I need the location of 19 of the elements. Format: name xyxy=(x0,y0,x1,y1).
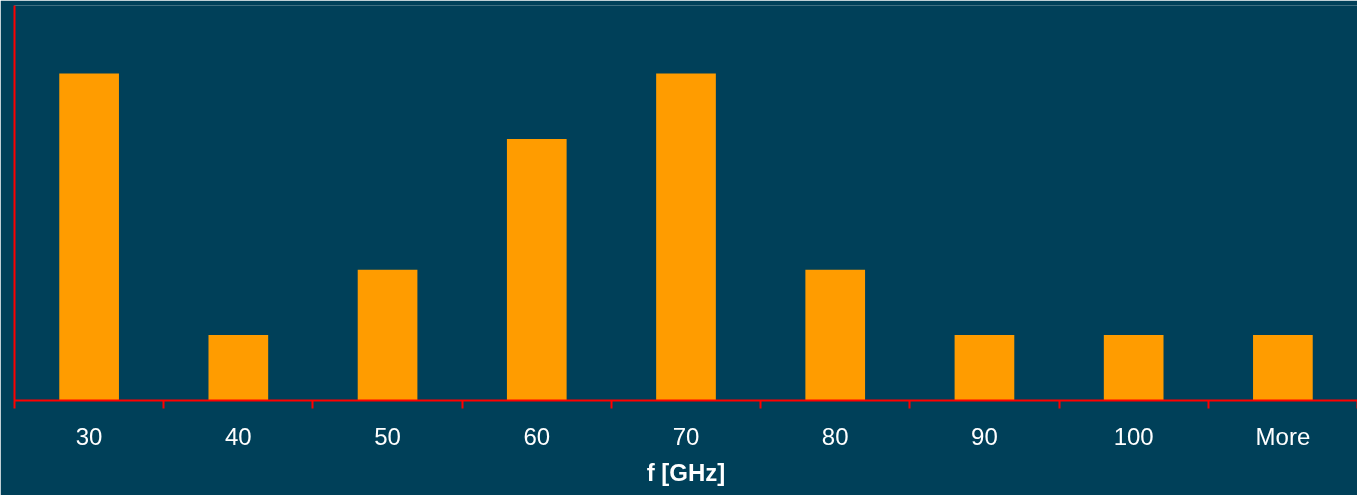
bar xyxy=(805,269,866,401)
bar xyxy=(506,138,567,401)
bar xyxy=(357,269,418,401)
x-tick-label: 90 xyxy=(971,422,998,450)
x-tick-label: 80 xyxy=(821,422,849,450)
bar xyxy=(1103,335,1164,401)
x-tick-label: 60 xyxy=(523,422,551,450)
bar xyxy=(208,335,269,401)
bar xyxy=(59,73,119,401)
bar xyxy=(1253,335,1313,401)
x-tick-label: 50 xyxy=(374,422,401,450)
x-tick-label: 100 xyxy=(1113,422,1154,450)
bar xyxy=(656,73,716,401)
x-tick-label: 70 xyxy=(672,422,700,450)
x-axis-title: f [GHz] xyxy=(646,458,726,486)
bar xyxy=(954,335,1015,401)
x-tick-label: 30 xyxy=(75,422,103,450)
x-tick-label: 40 xyxy=(224,422,252,450)
x-tick-label: More xyxy=(1255,422,1311,450)
